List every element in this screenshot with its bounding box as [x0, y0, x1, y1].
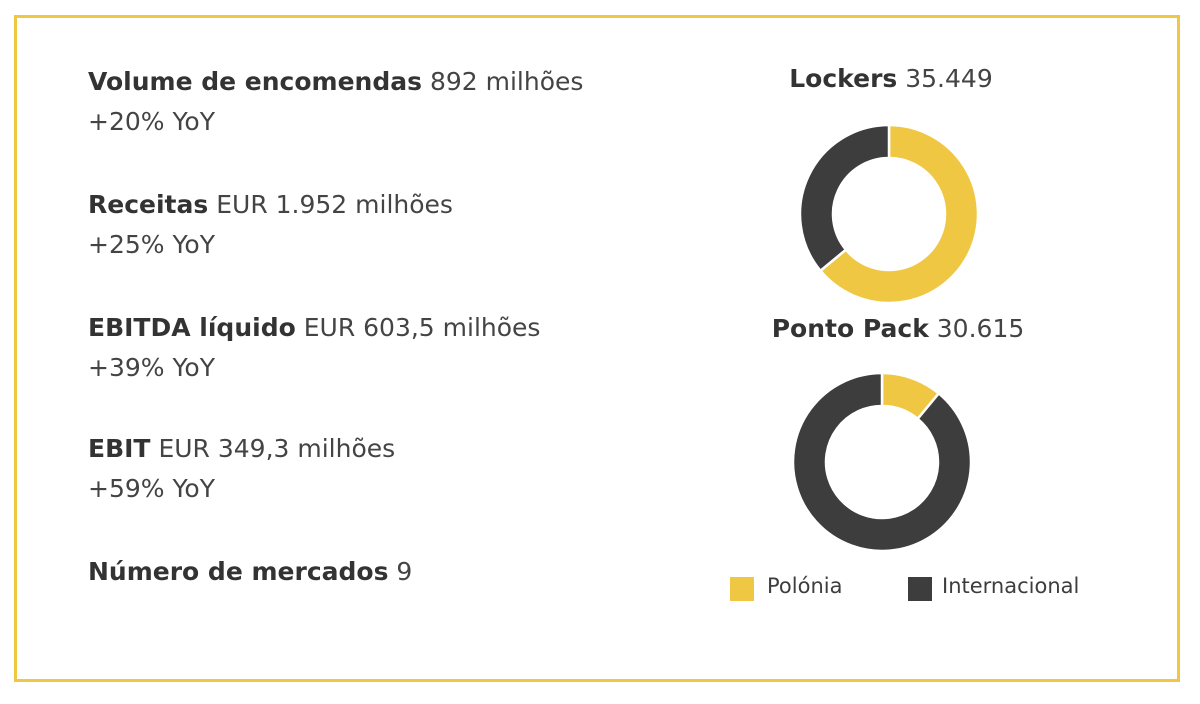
- lockers-donut-chart: [798, 123, 980, 305]
- metric-growth: +25% YoY: [88, 230, 215, 259]
- metric-label: Volume de encomendas: [88, 67, 422, 96]
- lockers-chart-title: Lockers 35.449: [711, 63, 1071, 95]
- metric-label: Número de mercados: [88, 557, 389, 586]
- metric-label: Receitas: [88, 190, 209, 219]
- metric-value: 9: [396, 557, 413, 586]
- metric-volume: Volume de encomendas 892 milhões +20% Yo…: [88, 62, 583, 142]
- legend-label: Polónia: [767, 574, 843, 598]
- metric-growth: +59% YoY: [88, 474, 215, 503]
- chart-title-value: 30.615: [936, 314, 1025, 343]
- metric-growth: +20% YoY: [88, 107, 215, 136]
- legend-swatch: [908, 577, 932, 601]
- donut-slice-internacional: [791, 371, 973, 553]
- donut-slice-internacional: [798, 123, 891, 273]
- metric-mercados: Número de mercados 9: [88, 552, 412, 592]
- metric-label: EBIT: [88, 434, 151, 463]
- metric-value: 892 milhões: [429, 67, 584, 96]
- metric-value: EUR 1.952 milhões: [216, 190, 453, 219]
- legend-swatch: [730, 577, 754, 601]
- metric-receitas: Receitas EUR 1.952 milhões +25% YoY: [88, 185, 453, 265]
- content-frame: [14, 15, 1180, 682]
- metric-value: EUR 349,3 milhões: [158, 434, 396, 463]
- chart-title-label: Lockers: [789, 64, 898, 93]
- metric-ebit: EBIT EUR 349,3 milhões +59% YoY: [88, 429, 395, 509]
- donut-slice-polónia: [818, 123, 980, 305]
- metric-ebitda: EBITDA líquido EUR 603,5 milhões +39% Yo…: [88, 308, 540, 388]
- metric-label: EBITDA líquido: [88, 313, 296, 342]
- ponto-pack-chart-title: Ponto Pack 30.615: [718, 313, 1078, 345]
- metric-value: EUR 603,5 milhões: [303, 313, 541, 342]
- legend-label: Internacional: [942, 574, 1080, 598]
- chart-title-label: Ponto Pack: [771, 314, 929, 343]
- metric-growth: +39% YoY: [88, 353, 215, 382]
- ponto-pack-donut-chart: [791, 371, 973, 553]
- chart-title-value: 35.449: [905, 64, 993, 93]
